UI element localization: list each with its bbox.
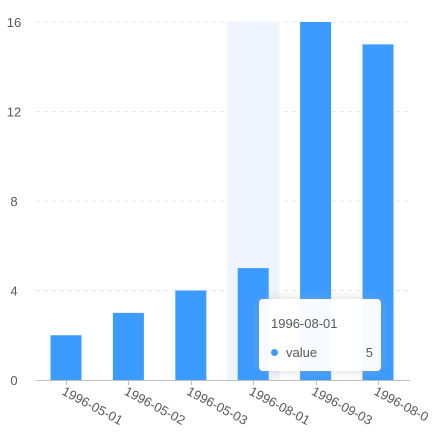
- y-tick-label: 12: [7, 105, 21, 120]
- x-tick-label: 1996-08-01: [247, 383, 313, 427]
- x-axis-tick-labels: 1996-05-011996-05-021996-05-031996-08-01…: [60, 383, 431, 427]
- tooltip-title: 1996-08-01: [271, 316, 338, 331]
- y-tick-label: 8: [10, 194, 17, 209]
- x-tick-label: 1996-09-03: [309, 383, 375, 427]
- tooltip: 1996-08-01 value 5: [259, 299, 381, 371]
- y-tick-label: 16: [7, 15, 21, 30]
- x-tick-label: 1996-05-03: [184, 383, 250, 427]
- grid-lines: [36, 21, 410, 291]
- series-marker-icon: [271, 349, 278, 356]
- bar[interactable]: [175, 290, 207, 381]
- x-tick-label: 1996-05-01: [60, 383, 126, 427]
- bar[interactable]: [112, 312, 144, 380]
- x-tick-label: 1996-05-02: [122, 383, 188, 427]
- y-tick-label: 4: [10, 284, 17, 299]
- x-axis: [36, 380, 410, 385]
- tooltip-row: value 5: [271, 345, 373, 360]
- tooltip-series-name: value: [286, 345, 318, 360]
- y-tick-label: 0: [10, 373, 17, 388]
- bar[interactable]: [50, 335, 82, 380]
- y-axis-tick-labels: 0 4 8 12 16: [7, 15, 21, 388]
- x-tick-label: 1996-08-0: [372, 383, 431, 424]
- tooltip-value: 5: [365, 345, 373, 360]
